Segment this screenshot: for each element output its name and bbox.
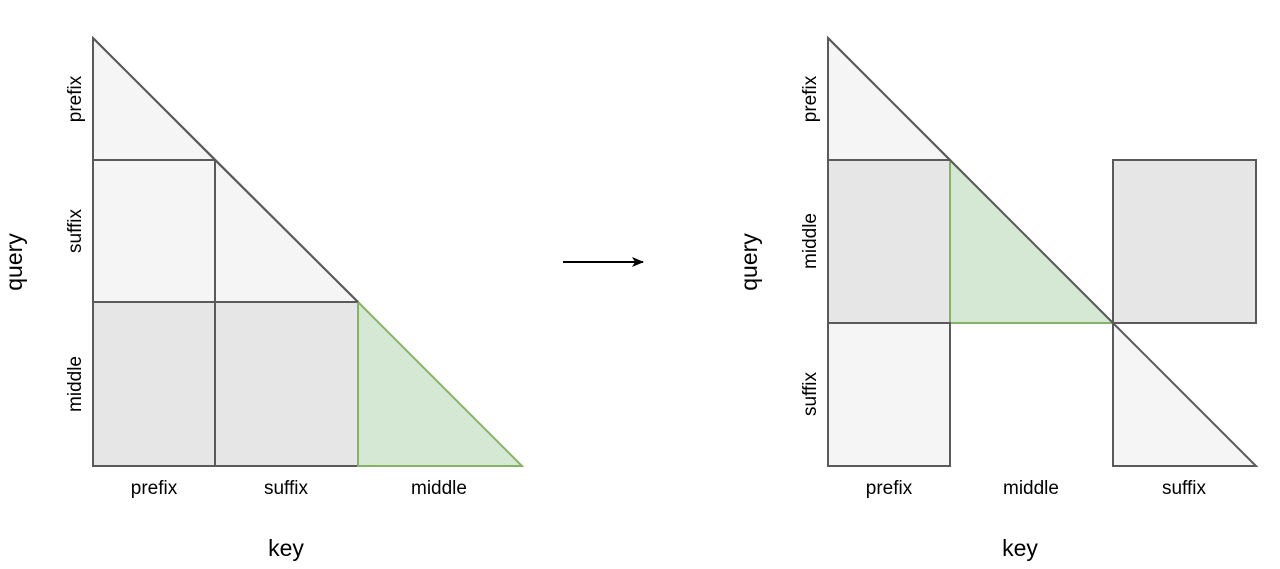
left-x-axis-label: key bbox=[268, 535, 304, 561]
right-diagram: prefix middle suffix prefix middle suffi… bbox=[736, 35, 1259, 561]
right-col-label-prefix: prefix bbox=[866, 478, 913, 499]
right-outer-diagonal bbox=[827, 37, 951, 161]
right-middle-prefix-block bbox=[827, 159, 951, 324]
right-suffix-prefix-block bbox=[827, 322, 951, 467]
right-middle-suffix-block bbox=[1112, 159, 1257, 324]
left-row-label-prefix: prefix bbox=[65, 75, 86, 122]
left-col-label-suffix: suffix bbox=[264, 478, 309, 499]
left-diagram: prefix suffix middle prefix suffix middl… bbox=[1, 35, 525, 561]
right-row-label-suffix: suffix bbox=[800, 372, 821, 417]
left-y-axis-label: query bbox=[1, 233, 27, 291]
left-row-label-middle: middle bbox=[65, 356, 86, 412]
right-middle-diagonal bbox=[949, 159, 1114, 324]
left-col-label-middle: middle bbox=[411, 478, 467, 499]
right-x-axis-label: key bbox=[1002, 535, 1038, 561]
right-row-label-middle: middle bbox=[800, 213, 821, 269]
left-middle-middle-triangle bbox=[357, 299, 525, 467]
right-suffix-suffix-triangle bbox=[1112, 320, 1259, 467]
left-middle-suffix-block bbox=[214, 301, 359, 467]
left-middle-prefix-block bbox=[92, 301, 216, 467]
right-y-axis-label: query bbox=[736, 233, 762, 291]
right-col-label-middle: middle bbox=[1003, 478, 1059, 499]
left-col-label-prefix: prefix bbox=[131, 478, 178, 499]
left-suffix-prefix-block bbox=[92, 159, 216, 303]
right-col-label-suffix: suffix bbox=[1162, 478, 1207, 499]
left-row-label-suffix: suffix bbox=[65, 209, 86, 254]
left-outer-diagonal bbox=[92, 37, 359, 303]
right-row-label-prefix: prefix bbox=[800, 75, 821, 122]
